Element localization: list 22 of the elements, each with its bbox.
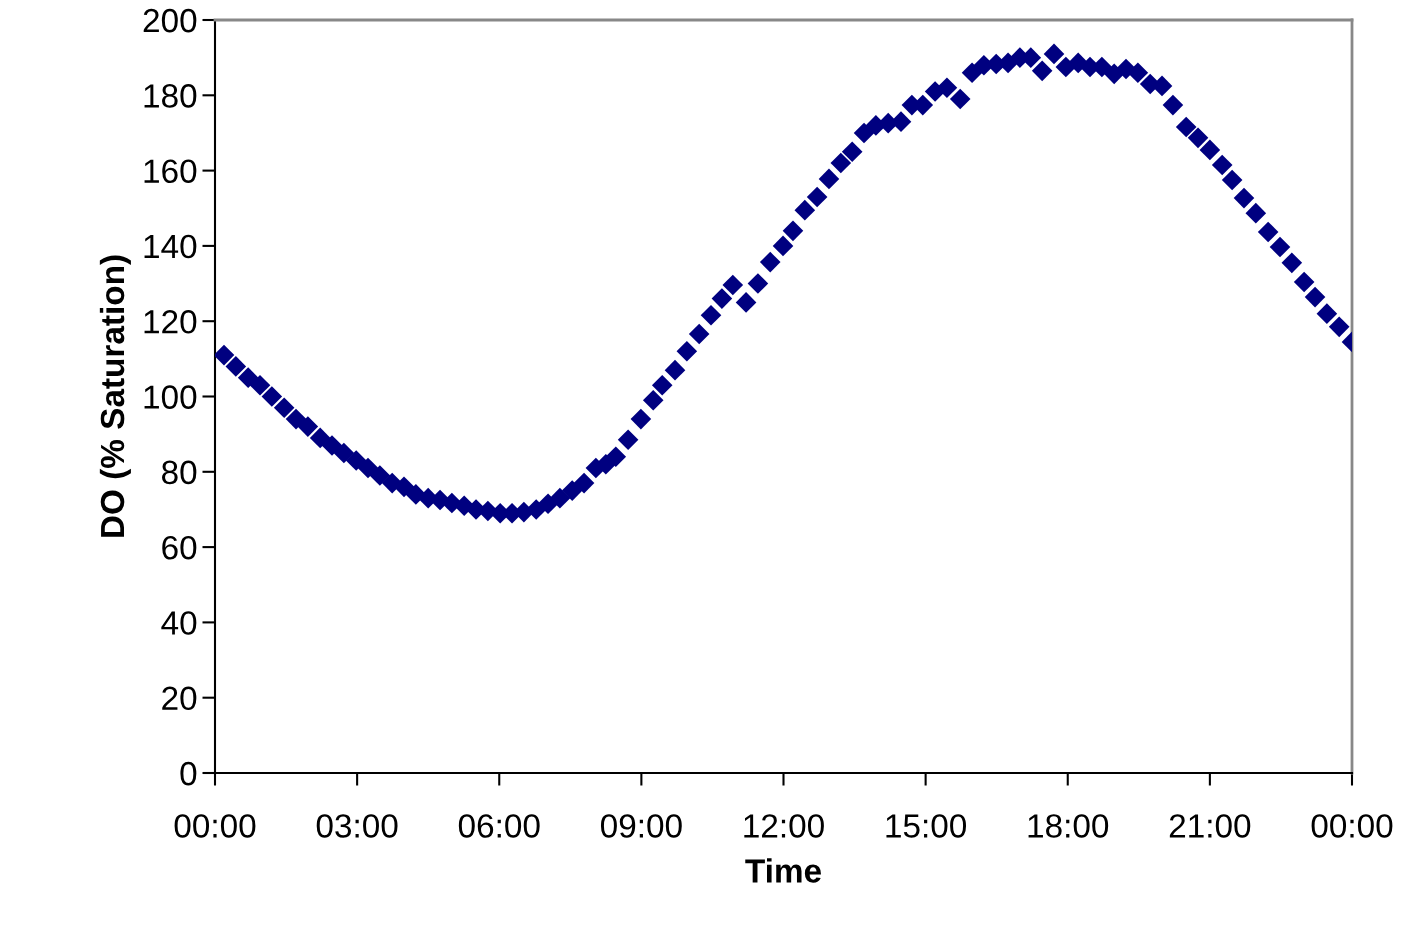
y-tick-label: 0: [180, 761, 197, 786]
y-tick-label: 60: [162, 535, 197, 560]
x-tick-label: 15:00: [886, 814, 967, 838]
y-tick-label: 180: [144, 84, 197, 108]
y-tick-label: 40: [161, 611, 197, 635]
x-tick-label: 12:00: [744, 814, 824, 838]
x-tick-label: 00:00: [174, 814, 256, 838]
y-tick-label: 140: [144, 234, 197, 259]
x-tick-label: 21:00: [1169, 814, 1251, 838]
x-tick-label: 09:00: [600, 814, 682, 838]
y-tick-label: 80: [162, 460, 197, 485]
y-tick-label: 20: [162, 686, 197, 711]
y-tick-label: 100: [144, 385, 197, 409]
x-tick-label: 00:00: [1311, 814, 1393, 838]
y-axis-title: DO (% Saturation): [99, 255, 131, 537]
y-tick-label: 160: [144, 159, 197, 184]
x-tick-label: 18:00: [1028, 814, 1109, 838]
x-tick-label: 03:00: [316, 814, 398, 838]
y-tick-label: 120: [144, 310, 197, 334]
x-tick-label: 06:00: [458, 814, 540, 838]
x-axis-title: Time: [745, 858, 821, 883]
y-tick-label: 200: [143, 8, 197, 33]
